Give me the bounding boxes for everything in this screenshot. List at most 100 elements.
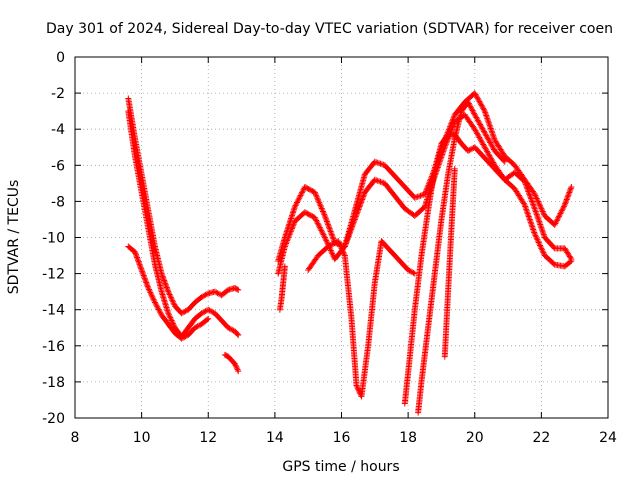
series-track-h [401,131,575,407]
data-point [451,165,458,172]
data-point-interp [344,236,351,243]
data-point-interp [540,209,547,216]
data-point-interp [526,192,533,199]
data-point-interp [538,245,545,252]
data-point-interp [155,306,162,313]
data-point-interp [346,230,353,237]
data-point-interp [540,249,547,256]
data-point-interp [523,182,530,189]
data-point-interp [536,220,543,227]
data-point [138,266,145,273]
data-point-interp [537,242,544,249]
data-point-interp [528,195,535,202]
data-point-interp [488,128,495,135]
data-point-interp [448,126,455,133]
data-point-interp [284,236,291,243]
data-point-interp [209,308,216,315]
data-point-interp [214,290,221,297]
data-point [131,248,138,255]
data-point-interp [287,230,294,237]
data-point-interp [179,334,186,341]
data-point [568,257,575,264]
data-point-interp [351,217,358,224]
data-point-interp [337,242,344,249]
data-point-interp [354,207,361,214]
data-point-interp [140,271,147,278]
data-point-interp [326,225,333,232]
y-tick-label: 0 [56,50,65,66]
data-point-interp [325,221,331,228]
data-point-interp [522,181,529,188]
data-point-interp [283,239,290,246]
data-point-interp [286,231,293,238]
data-point-interp [323,218,330,225]
data-point [211,288,218,295]
data-point-interp [531,204,538,211]
data-point-interp [413,194,420,201]
data-point-interp [563,196,570,203]
data-point-interp [318,228,325,235]
data-point-interp [530,202,537,209]
data-point-interp [144,282,151,289]
data-point-interp [138,265,145,272]
data-point-interp [558,209,565,216]
data-point-interp [451,113,458,120]
data-point-interp [144,283,151,290]
data-point-interp [525,189,532,196]
x-tick-label: 18 [399,430,417,446]
data-point-interp [566,188,573,195]
data-point-interp [353,210,360,217]
data-point-interp [529,198,536,205]
data-point-interp [290,221,297,228]
y-axis-label: SDTVAR / TECUs [6,180,22,295]
data-point-interp [567,185,574,192]
data-point [465,147,472,154]
data-point-interp [539,207,546,214]
series-track-g [305,238,418,400]
series-track-j [441,165,458,360]
series-track-c [125,243,212,342]
data-point-interp [417,192,424,199]
data-point [531,230,538,237]
data-point-interp [339,248,346,255]
y-tick-label: -4 [51,122,65,138]
data-point-interp [314,195,321,202]
data-point [321,212,328,219]
y-tick-label: -20 [42,411,65,427]
data-point-interp [414,193,421,200]
x-tick-label: 16 [333,430,351,446]
data-point-interp [285,233,292,240]
data-point-interp [552,220,559,227]
data-point-interp [314,220,321,227]
data-point [281,263,288,270]
data-point-interp [317,225,324,232]
data-point-interp [527,194,534,201]
data-point-interp [522,179,529,186]
data-point-interp [410,269,417,276]
x-tick-label: 8 [71,430,80,446]
data-point-interp [346,232,353,239]
data-point-interp [313,218,320,225]
data-point-interp [169,320,176,327]
data-point-interp [535,198,542,205]
data-point-interp [143,280,150,287]
data-point-interp [152,300,159,307]
data-point-interp [149,293,156,300]
data-point [561,202,568,209]
data-point-interp [466,101,473,108]
x-tick-label: 22 [532,430,550,446]
series-track-b [125,108,242,340]
data-point [205,315,212,322]
data-point-interp [145,286,152,293]
data-point-interp [343,239,350,246]
data-point-interp [312,190,319,197]
data-point-interp [150,296,157,303]
data-point-interp [553,217,560,224]
data-point-interp [167,294,174,301]
data-point-interp [530,226,537,233]
data-point-interp [377,178,384,185]
data-point-interp [161,278,168,285]
data-point-interp [567,186,574,193]
data-point-interp [361,190,368,197]
data-point-interp [560,204,567,211]
